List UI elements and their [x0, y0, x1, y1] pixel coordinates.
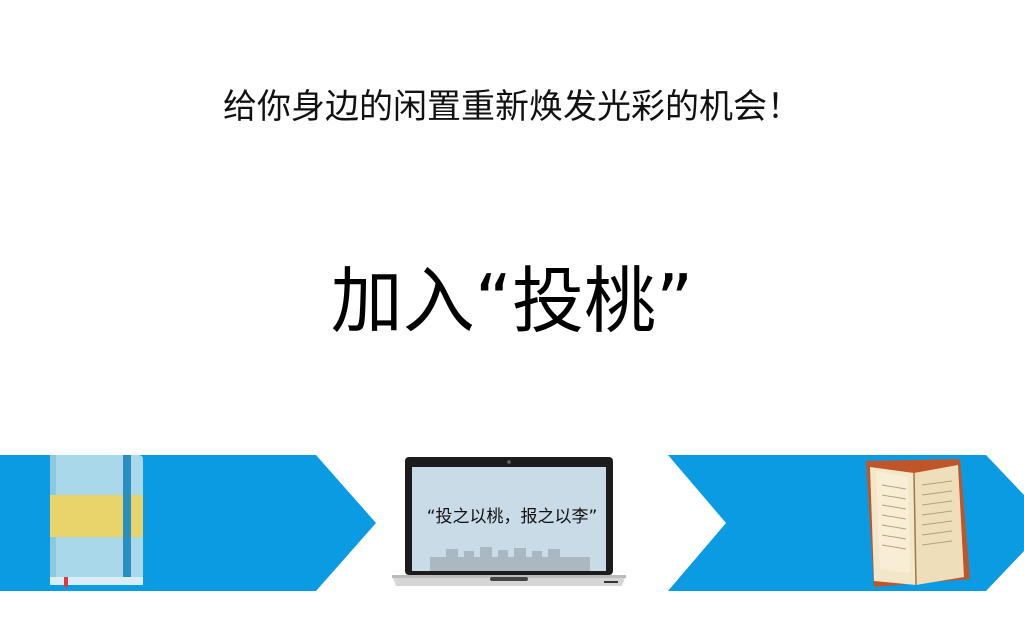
right-chevron: [668, 455, 1024, 591]
laptop-screen-quote: “投之以桃，报之以李”: [426, 507, 598, 527]
open-book-icon: [866, 459, 970, 587]
headline: 加入“投桃”: [330, 259, 694, 343]
notebook-icon: [50, 455, 143, 587]
banner-graphic: [0, 455, 1024, 591]
icon-banner: [0, 455, 1024, 591]
laptop-icon: [392, 457, 626, 586]
subtitle: 给你身边的闲置重新焕发光彩的机会！: [223, 87, 801, 127]
